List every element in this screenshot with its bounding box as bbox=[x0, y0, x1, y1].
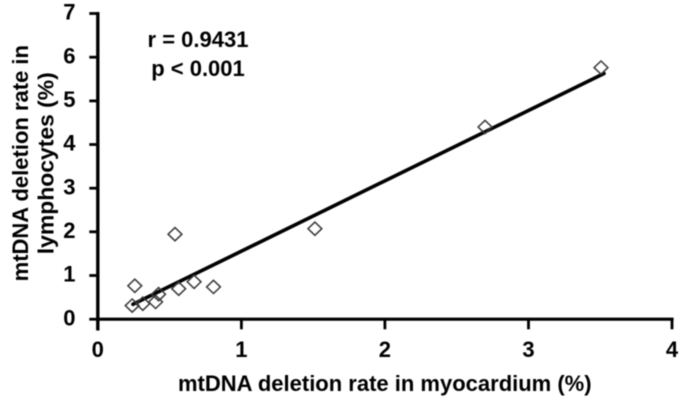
svg-text:p < 0.001: p < 0.001 bbox=[151, 56, 245, 81]
svg-text:6: 6 bbox=[63, 43, 75, 68]
svg-text:2: 2 bbox=[63, 218, 75, 243]
svg-text:0: 0 bbox=[92, 337, 104, 362]
svg-text:1: 1 bbox=[235, 337, 247, 362]
svg-text:4: 4 bbox=[666, 337, 679, 362]
svg-text:5: 5 bbox=[63, 87, 75, 112]
svg-text:1: 1 bbox=[63, 262, 75, 287]
svg-text:7: 7 bbox=[63, 0, 75, 25]
svg-text:3: 3 bbox=[63, 174, 75, 199]
svg-text:mtDNA deletion rate in: mtDNA deletion rate in bbox=[8, 45, 33, 281]
svg-text:mtDNA deletion rate in myocard: mtDNA deletion rate in myocardium (%) bbox=[178, 371, 592, 396]
svg-text:4: 4 bbox=[63, 131, 76, 156]
svg-text:2: 2 bbox=[379, 337, 391, 362]
svg-text:lymphocytes (%): lymphocytes (%) bbox=[34, 72, 59, 254]
svg-text:3: 3 bbox=[522, 337, 534, 362]
svg-text:0: 0 bbox=[63, 305, 75, 330]
svg-text:r = 0.9431: r = 0.9431 bbox=[148, 27, 249, 52]
